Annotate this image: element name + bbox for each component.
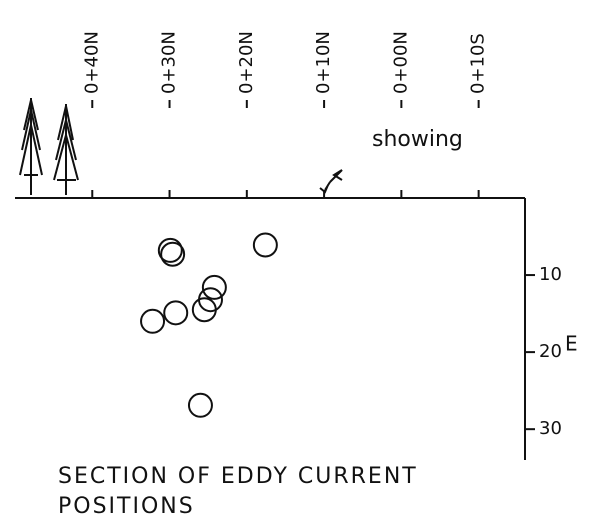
point: [187, 392, 213, 418]
y-tick-label: 20: [539, 341, 562, 362]
annotation-arrow: [319, 169, 343, 194]
x-tick-label: 0+10N: [313, 31, 334, 94]
point: [201, 274, 227, 300]
x-tick-label: 0+10S: [468, 33, 489, 94]
x-tick-label: 0+40N: [81, 31, 102, 94]
point: [140, 308, 166, 334]
trees: [19, 98, 79, 195]
y-tick-label: 30: [539, 418, 562, 439]
x-tick-label: 0+00N: [390, 31, 411, 94]
point: [252, 232, 278, 258]
y-tick-label: 10: [539, 264, 562, 285]
point: [163, 300, 189, 326]
annotation: showing: [372, 127, 463, 152]
x-tick-label: 0+30N: [159, 31, 180, 94]
point: [191, 297, 217, 323]
x-tick-label: 0+20N: [236, 31, 257, 94]
y-axis-label: E: [565, 332, 578, 356]
point: [157, 237, 183, 263]
chart-title: SECTION OF EDDY CURRENT POSITIONS: [58, 464, 418, 519]
point: [160, 241, 186, 267]
